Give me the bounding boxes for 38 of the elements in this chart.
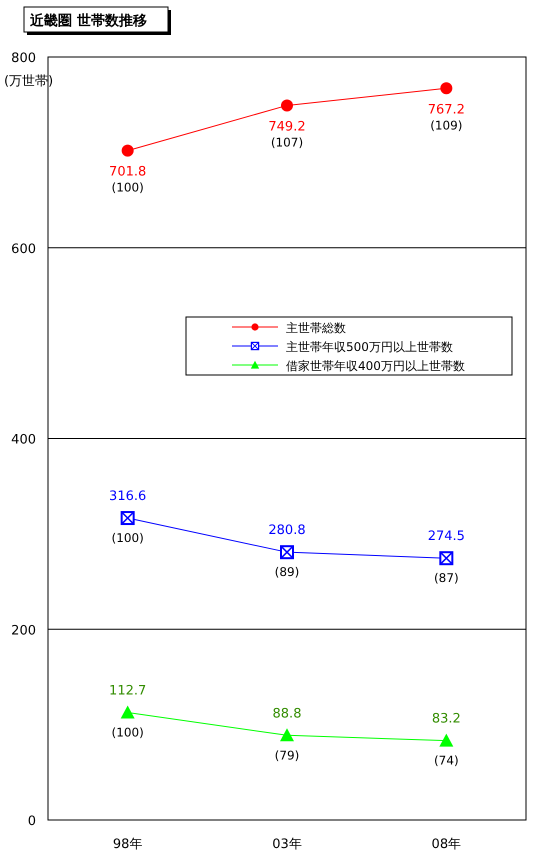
data-label: 749.2 [268, 119, 306, 134]
annotation: (100) [112, 180, 144, 195]
y-tick-label: 400 [11, 432, 36, 448]
y-axis-title: (万世帯) [4, 74, 54, 89]
annotation: (79) [274, 748, 300, 762]
legend-label: 借家世帯年収400万円以上世帯数 [286, 359, 465, 373]
legend-label: 主世帯総数 [286, 321, 346, 335]
data-label: 701.8 [109, 164, 146, 180]
point [280, 728, 294, 742]
legend-label: 主世帯年収500万円以上世帯数 [286, 340, 453, 354]
annotation: (87) [434, 571, 459, 586]
data-label: 83.2 [432, 712, 461, 727]
annotation: (89) [274, 565, 300, 580]
y-tick-label: 0 [28, 814, 36, 829]
y-tick-label: 200 [11, 623, 36, 638]
point [440, 82, 452, 94]
data-label: 767.2 [428, 102, 465, 118]
annotation: (107) [270, 135, 304, 150]
annotation: (109) [430, 118, 462, 132]
annotation: (74) [434, 754, 459, 768]
data-label: 280.8 [268, 523, 306, 538]
x-tick-label: 03年 [272, 837, 302, 852]
title: 近畿圏 世帯数推移 [24, 6, 171, 35]
point [281, 99, 293, 112]
x-tick-label: 98年 [112, 837, 142, 852]
x-tick-label: 08年 [432, 837, 462, 852]
data-label: 88.8 [272, 706, 302, 722]
data-label: 274.5 [428, 529, 465, 544]
data-label: 112.7 [109, 684, 146, 699]
y-tick-label: 600 [11, 242, 36, 257]
annotation: (100) [112, 531, 144, 546]
point [122, 144, 134, 157]
data-label: 316.6 [109, 489, 146, 504]
point [439, 734, 454, 747]
y-tick-label: 800 [11, 51, 36, 66]
chart-title: 近畿圏 世帯数推移 [29, 12, 147, 29]
annotation: (100) [112, 726, 144, 740]
point [120, 706, 135, 719]
